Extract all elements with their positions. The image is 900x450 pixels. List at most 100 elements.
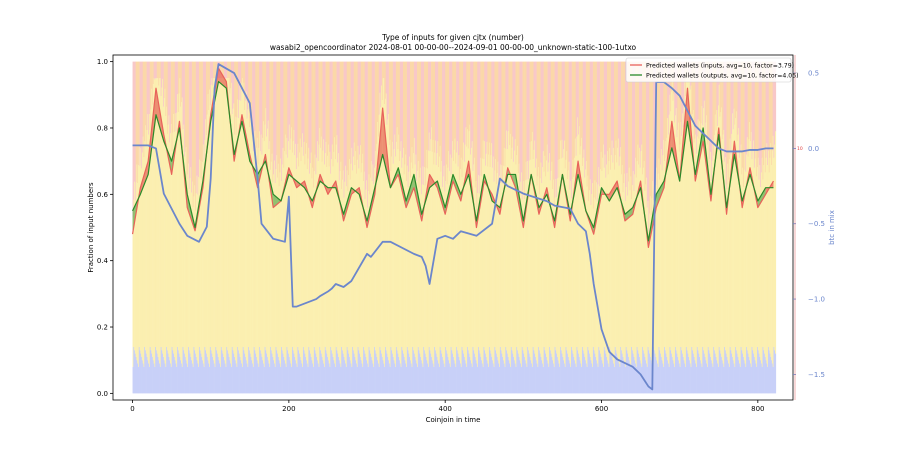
stack-bar-bottom: [466, 366, 468, 394]
stack-bar-top: [155, 61, 157, 79]
stack-bar-middle: [351, 147, 353, 367]
stack-bar-middle: [194, 185, 196, 351]
stack-bar-bottom: [309, 350, 311, 394]
stack-bar-bottom: [498, 363, 500, 394]
stack-bar-middle: [342, 179, 344, 351]
stack-bar-bottom: [598, 346, 600, 394]
stack-bar-top: [645, 61, 647, 185]
stack-bar-bottom: [561, 353, 563, 394]
stack-bar-middle: [163, 106, 165, 357]
stack-bar-top: [727, 61, 729, 164]
stack-bar-bottom: [203, 366, 205, 394]
stack-bar-bottom: [616, 353, 618, 394]
stack-bar-bottom: [475, 360, 477, 394]
stack-bar-bottom: [588, 350, 590, 394]
stack-bar-bottom: [707, 366, 709, 394]
stack-bar-top: [402, 61, 404, 158]
stack-bar-middle: [588, 201, 590, 351]
stack-bar-bottom: [374, 346, 376, 394]
stack-bar-top: [567, 61, 569, 171]
stack-bar-bottom: [314, 350, 316, 394]
stack-bar-bottom: [562, 356, 564, 394]
stack-bar-top: [629, 61, 631, 191]
stack-bar-middle: [317, 161, 319, 364]
stack-bar-top: [537, 61, 539, 177]
stack-bar-top: [187, 61, 189, 175]
stack-bar-middle: [282, 147, 284, 354]
stack-bar-middle: [220, 78, 222, 367]
stack-bar-middle: [545, 176, 547, 354]
stack-bar-bottom: [585, 363, 587, 394]
stack-bar-middle: [718, 84, 720, 347]
stack-bar-top: [147, 61, 149, 115]
stack-bar-bottom: [473, 350, 475, 394]
stack-bar-bottom: [726, 356, 728, 394]
stack-bar-top: [294, 61, 296, 156]
stack-bar-top: [494, 61, 496, 171]
stack-bar-bottom: [374, 350, 376, 394]
stack-bar-bottom: [394, 363, 396, 394]
stack-bar-top: [363, 61, 365, 182]
stack-bar-bottom: [463, 356, 466, 394]
stack-bar-middle: [510, 159, 512, 347]
stack-bar-top: [734, 61, 736, 125]
stack-bar-top: [454, 61, 456, 139]
stack-bar-bottom: [220, 346, 222, 394]
stack-bar-middle: [188, 189, 190, 351]
stack-bar-middle: [667, 134, 670, 364]
stack-bar-top: [510, 61, 512, 160]
stack-bar-middle: [717, 105, 720, 367]
stack-bar-top: [647, 61, 649, 201]
stack-bar-bottom: [320, 350, 322, 394]
stack-bar-bottom: [530, 360, 532, 394]
stack-bar-top: [431, 61, 433, 152]
stack-bar-top: [631, 61, 634, 186]
stack-bar-top: [478, 61, 480, 176]
stack-bar-top: [449, 61, 451, 172]
stack-bar-bottom: [534, 353, 536, 394]
stack-bar-bottom: [172, 350, 174, 394]
stack-bar-middle: [543, 171, 545, 347]
stack-bar-bottom: [355, 360, 357, 394]
stack-bar-top: [508, 61, 510, 121]
stack-bar-top: [264, 61, 266, 125]
stack-bar-middle: [466, 146, 468, 367]
stack-bar-middle: [726, 184, 728, 357]
stack-bar-middle: [669, 94, 671, 347]
stack-bar-middle: [176, 112, 178, 367]
stack-bar-bottom: [684, 363, 686, 394]
stack-bar-top: [526, 61, 528, 180]
stack-bar-bottom: [215, 346, 217, 394]
outputs-line: [131, 80, 774, 242]
stack-bar-bottom: [286, 346, 288, 394]
stack-bar-top: [184, 61, 186, 152]
stack-bar-bottom: [144, 346, 146, 394]
stack-bar-top: [761, 61, 763, 158]
stack-bar-top: [392, 61, 394, 142]
stack-bar-middle: [219, 78, 221, 364]
stack-bar-middle: [552, 189, 554, 361]
stack-bar-top: [584, 61, 586, 178]
stack-bar-middle: [775, 131, 777, 354]
stack-bar-top: [593, 61, 595, 198]
stack-bar-bottom: [211, 353, 213, 394]
stack-bar-bottom: [209, 346, 212, 394]
stack-bar-middle: [557, 159, 559, 361]
stack-bar-bottom: [266, 356, 269, 394]
stack-bar-top: [308, 61, 310, 148]
stack-bar-top: [295, 61, 297, 170]
stack-bar-middle: [260, 134, 262, 354]
stack-bar-bottom: [484, 350, 486, 394]
stack-bar-bottom: [765, 360, 767, 394]
stack-bar-middle: [579, 154, 581, 361]
stack-bar-top: [710, 61, 713, 182]
y2-tick-label: 0.5: [808, 70, 819, 78]
stack-bar-middle: [394, 134, 396, 364]
stack-bar-top: [162, 61, 164, 79]
stack-bar-top: [613, 61, 615, 148]
stack-bar-middle: [613, 147, 615, 364]
stack-bar-middle: [644, 191, 646, 357]
stack-bar-bottom: [302, 346, 305, 394]
stack-bar-top: [505, 61, 507, 149]
stack-bar-middle: [321, 161, 323, 357]
